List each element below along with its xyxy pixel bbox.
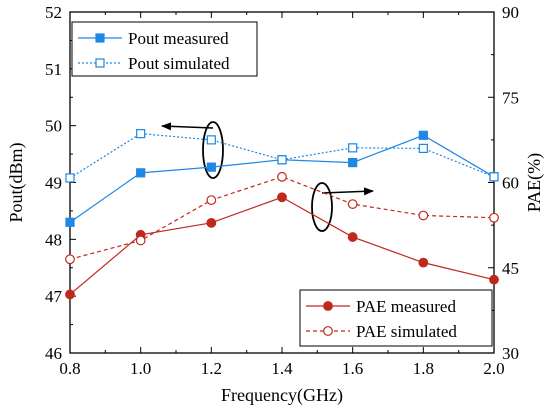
series-2-point	[65, 289, 75, 300]
legend-label: Pout simulated	[128, 54, 230, 73]
x-tick-label: 2.0	[483, 359, 504, 378]
legend-label: Pout measured	[128, 29, 229, 48]
series-1-point	[277, 155, 287, 165]
series-1-point	[136, 129, 146, 139]
series-2-point	[277, 192, 287, 203]
y-left-tick-label: 48	[45, 230, 62, 249]
pout-ellipse	[202, 121, 224, 179]
series-2-point	[347, 232, 358, 242]
series-0-point	[348, 158, 358, 168]
y-left-tick-label: 46	[45, 344, 62, 363]
y-left-tick-label: 50	[45, 117, 62, 136]
legend-marker	[323, 326, 333, 336]
y-right-tick-label: 60	[502, 174, 519, 193]
series-2-point	[489, 274, 499, 285]
series-1-point	[65, 173, 75, 183]
series-3-point	[277, 171, 287, 182]
series-0-point	[206, 162, 216, 172]
series-0-point	[418, 130, 428, 140]
x-tick-label: 1.6	[342, 359, 363, 378]
pout-arrow	[161, 122, 214, 131]
series-2-point	[206, 217, 217, 228]
y-left-tick-label: 49	[45, 174, 62, 193]
legend-label: PAE simulated	[356, 322, 457, 341]
y-left-tick-label: 51	[45, 60, 62, 79]
x-tick-label: 0.8	[59, 359, 80, 378]
pae-arrow	[321, 187, 374, 196]
series-3-point	[489, 212, 499, 223]
y-left-tick-label: 47	[45, 287, 63, 306]
x-tick-label: 1.4	[271, 359, 293, 378]
legend-marker	[323, 301, 333, 311]
series-0-point	[65, 217, 75, 227]
series-line-3	[69, 176, 495, 260]
y-left-axis-label: Pout(dBm)	[6, 142, 27, 222]
series-1-point	[348, 143, 358, 153]
series-line-2	[69, 196, 495, 295]
series-3-point	[206, 195, 217, 206]
y-right-tick-label: 30	[502, 344, 519, 363]
series-1-point	[206, 135, 216, 145]
y-right-axis-label: PAE(%)	[524, 153, 545, 212]
series-1-point	[418, 143, 428, 153]
legend-marker	[95, 58, 105, 68]
series-3-point	[347, 199, 358, 209]
legend-marker	[95, 33, 105, 43]
legend-label: PAE measured	[356, 297, 456, 316]
x-tick-label: 1.0	[130, 359, 151, 378]
y-right-tick-label: 75	[502, 88, 519, 107]
x-axis-label: Frequency(GHz)	[221, 385, 343, 406]
series-3-point	[65, 254, 75, 265]
series-3-point	[418, 210, 429, 221]
series-2-point	[418, 257, 429, 268]
y-right-tick-label: 90	[502, 3, 519, 22]
series-0-point	[136, 168, 146, 178]
x-tick-label: 1.2	[201, 359, 222, 378]
y-right-tick-label: 45	[502, 259, 519, 278]
x-tick-label: 1.8	[413, 359, 434, 378]
series-3-point	[135, 235, 146, 246]
y-left-tick-label: 52	[45, 3, 62, 22]
legend-box	[299, 289, 493, 347]
pae-ellipse	[311, 182, 333, 232]
series-1-point	[489, 172, 499, 182]
